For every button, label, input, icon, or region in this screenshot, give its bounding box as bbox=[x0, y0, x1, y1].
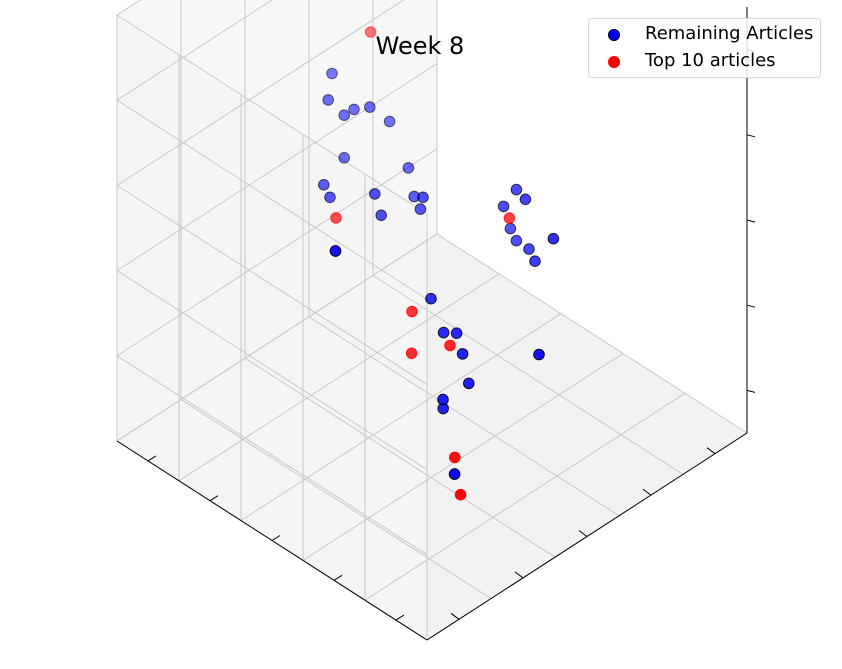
remaining-article-point-23 bbox=[519, 193, 532, 206]
remaining-article-point-11 bbox=[402, 162, 415, 174]
grid-floor-y-5 bbox=[116, 233, 438, 442]
top10-article-point-7 bbox=[449, 451, 461, 464]
grid-walll-z-4 bbox=[116, 99, 428, 300]
data-points bbox=[318, 26, 560, 501]
legend-label-remaining: Remaining Articles bbox=[645, 23, 814, 44]
top10-article-point-4 bbox=[406, 305, 418, 318]
grid-floor-x-3 bbox=[308, 316, 620, 517]
chart-title: Week 8 bbox=[0, 32, 842, 60]
grid-floor-x-5 bbox=[436, 233, 748, 434]
grid-floor-y-3 bbox=[240, 313, 562, 522]
remaining-article-point-37 bbox=[448, 468, 461, 480]
top10-article-point-6 bbox=[444, 339, 456, 352]
grid-wallr-z-4 bbox=[116, 0, 273, 101]
remaining-article-point-17 bbox=[324, 191, 336, 204]
grid-wallr-z-2 bbox=[116, 63, 438, 272]
grid-floor-y-2 bbox=[302, 352, 624, 561]
grid-floor-y-4 bbox=[178, 273, 500, 482]
remaining-article-point-28 bbox=[529, 255, 541, 268]
remaining-article-point-34 bbox=[463, 377, 475, 390]
remaining-article-point-16 bbox=[375, 209, 388, 222]
grid-walll-z-5 bbox=[116, 14, 428, 215]
z-tick-3 bbox=[746, 134, 756, 138]
axis-panes bbox=[117, 0, 747, 640]
top10-article-point-1 bbox=[364, 26, 377, 38]
z-tick-0 bbox=[746, 389, 756, 393]
x-tick-1 bbox=[514, 571, 524, 579]
remaining-article-point-29 bbox=[523, 243, 535, 255]
remaining-article-point-31 bbox=[437, 326, 450, 339]
chart-title-text: Week 8 bbox=[375, 32, 465, 60]
remaining-article-point-22 bbox=[547, 232, 560, 245]
y-tick-2 bbox=[271, 535, 281, 541]
remaining-article-point-19 bbox=[329, 245, 342, 257]
x-tick-4 bbox=[706, 447, 716, 455]
legend-marker-top10 bbox=[608, 56, 620, 68]
y-tick-1 bbox=[333, 574, 343, 581]
grid-walll-z-3 bbox=[116, 184, 428, 385]
remaining-article-point-32 bbox=[456, 348, 469, 360]
grid-wallr-z-3 bbox=[116, 0, 405, 186]
axis-ticks bbox=[147, 49, 756, 621]
top10-article-point-5 bbox=[405, 347, 418, 360]
remaining-article-point-35 bbox=[437, 393, 449, 406]
y-tick-0 bbox=[395, 614, 405, 621]
remaining-article-point-15 bbox=[369, 188, 381, 200]
remaining-article-point-24 bbox=[510, 183, 523, 196]
pane-wall-left bbox=[117, 15, 427, 640]
x-tick-2 bbox=[578, 530, 588, 537]
grid-walll-z-2 bbox=[116, 270, 428, 471]
top10-article-point-8 bbox=[454, 488, 467, 501]
remaining-article-point-7 bbox=[348, 103, 360, 116]
grid-wallr-z-1 bbox=[116, 148, 438, 357]
remaining-article-point-9 bbox=[364, 101, 376, 113]
remaining-article-point-30 bbox=[425, 292, 437, 305]
y-tick-4 bbox=[147, 455, 157, 462]
legend-label-top10: Top 10 articles bbox=[645, 50, 776, 71]
remaining-article-point-26 bbox=[510, 234, 523, 247]
remaining-article-point-21 bbox=[338, 152, 351, 164]
legend: Remaining Articles Top 10 articles bbox=[588, 18, 821, 78]
grid-floor-y-1 bbox=[364, 392, 686, 601]
remaining-article-point-38 bbox=[533, 348, 545, 361]
x-tick-3 bbox=[642, 488, 652, 496]
remaining-article-point-6 bbox=[338, 109, 351, 121]
remaining-article-point-33 bbox=[450, 327, 463, 340]
z-tick-1 bbox=[746, 304, 756, 308]
legend-marker-remaining bbox=[608, 29, 620, 41]
remaining-article-point-8 bbox=[326, 67, 338, 80]
remaining-article-point-25 bbox=[497, 200, 510, 213]
grid-floor-x-1 bbox=[180, 399, 492, 600]
top10-article-point-2 bbox=[330, 212, 342, 224]
remaining-article-point-27 bbox=[504, 222, 517, 235]
x-tick-0 bbox=[450, 612, 460, 620]
remaining-article-point-14 bbox=[414, 203, 427, 215]
grid-floor-x-2 bbox=[244, 357, 556, 558]
grid-floor-x-4 bbox=[372, 274, 684, 475]
remaining-article-point-10 bbox=[383, 115, 396, 128]
y-tick-3 bbox=[209, 495, 219, 502]
z-tick-2 bbox=[746, 219, 756, 223]
remaining-article-point-18 bbox=[318, 179, 330, 191]
top10-article-point-3 bbox=[503, 212, 516, 224]
remaining-article-point-12 bbox=[417, 191, 429, 204]
remaining-article-point-5 bbox=[322, 94, 335, 106]
grid-walll-z-1 bbox=[116, 355, 428, 556]
